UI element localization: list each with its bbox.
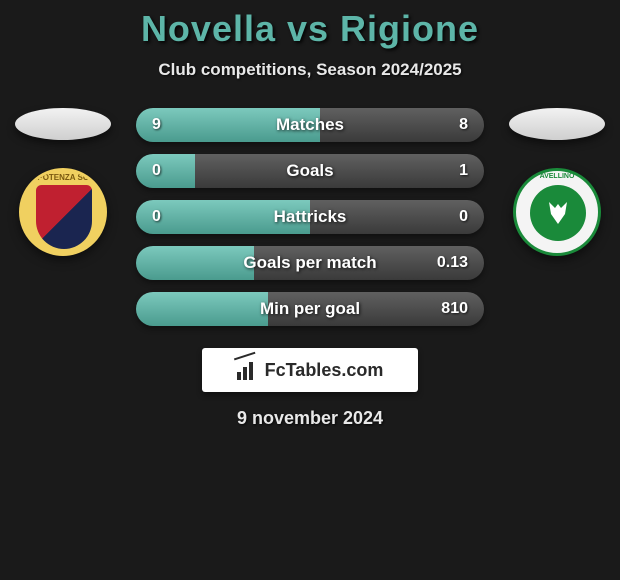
stat-value-right: 8: [459, 116, 468, 134]
page-title: Novella vs Rigione: [0, 8, 620, 50]
stat-fill-left: [136, 154, 195, 188]
club-badge-right-wolf-icon: [530, 185, 586, 241]
club-badge-right: AVELLINO: [513, 168, 601, 256]
stat-value-left: 0: [152, 208, 161, 226]
club-badge-right-text: AVELLINO: [516, 173, 598, 180]
main-area: POTENZA SC 9 8 Matches 0 1 Goals 0 0 Hattricks 0.…: [0, 108, 620, 326]
stat-fill-left: [136, 292, 268, 326]
stat-label: Matches: [276, 115, 344, 135]
stat-value-right: 810: [441, 300, 468, 318]
stat-fill-left: [136, 246, 254, 280]
date-label: 9 november 2024: [0, 408, 620, 429]
stat-value-right: 1: [459, 162, 468, 180]
stats-column: 9 8 Matches 0 1 Goals 0 0 Hattricks 0.13 Goals per…: [118, 108, 502, 326]
comparison-card: Novella vs Rigione Club competitions, Se…: [0, 0, 620, 429]
stat-label: Hattricks: [274, 207, 347, 227]
stat-bar-min-per-goal: 810 Min per goal: [136, 292, 484, 326]
stat-bar-hattricks: 0 0 Hattricks: [136, 200, 484, 234]
player-right-avatar-placeholder: [509, 108, 605, 140]
club-badge-left-shield-icon: [36, 185, 92, 249]
stat-bar-goals: 0 1 Goals: [136, 154, 484, 188]
bar-chart-icon: [237, 360, 259, 380]
wolf-head-icon: [543, 198, 573, 228]
club-badge-left: POTENZA SC: [19, 168, 107, 256]
player-left-avatar-placeholder: [15, 108, 111, 140]
watermark-text: FcTables.com: [265, 360, 384, 381]
stat-label: Min per goal: [260, 299, 360, 319]
stat-label: Goals: [286, 161, 333, 181]
stat-fill-right: [195, 154, 484, 188]
player-right-column: AVELLINO: [502, 108, 612, 256]
stat-bar-matches: 9 8 Matches: [136, 108, 484, 142]
player-left-column: POTENZA SC: [8, 108, 118, 256]
stat-value-right: 0: [459, 208, 468, 226]
stat-value-right: 0.13: [437, 254, 468, 272]
stat-value-left: 0: [152, 162, 161, 180]
stat-bar-goals-per-match: 0.13 Goals per match: [136, 246, 484, 280]
subtitle: Club competitions, Season 2024/2025: [0, 60, 620, 80]
stat-value-left: 9: [152, 116, 161, 134]
club-badge-left-text: POTENZA SC: [22, 173, 104, 182]
watermark-badge: FcTables.com: [202, 348, 418, 392]
stat-label: Goals per match: [243, 253, 376, 273]
